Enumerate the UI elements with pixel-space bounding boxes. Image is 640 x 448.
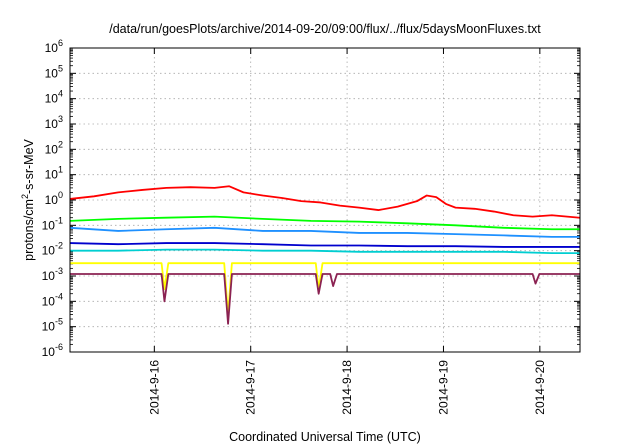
x-tick-label: 2014-9-20 xyxy=(533,360,547,415)
y-tick-label: 103 xyxy=(45,114,63,131)
y-axis-label-part: protons/cm xyxy=(22,199,36,261)
x-tick-label: 2014-9-18 xyxy=(340,360,354,415)
y-tick-label: 106 xyxy=(45,38,63,55)
x-tick-label: 2014-9-16 xyxy=(147,360,161,415)
y-axis-label: protons/cm2-s-sr-MeV xyxy=(20,139,36,261)
series-line xyxy=(69,226,580,238)
y-tick-label: 105 xyxy=(45,63,63,80)
series-line xyxy=(69,185,580,219)
series-line xyxy=(69,242,580,248)
y-tick-label: 10-5 xyxy=(42,317,63,334)
y-tick-label: 10-3 xyxy=(42,266,63,283)
plot-frame xyxy=(69,47,581,353)
y-tick-label: 10-6 xyxy=(42,342,63,359)
y-tick-label: 10-2 xyxy=(42,241,63,258)
y-axis-label-part: -s-sr-MeV xyxy=(22,139,36,194)
x-tick-label: 2014-9-17 xyxy=(244,360,258,415)
series-line xyxy=(69,215,580,231)
y-tick-label: 10-4 xyxy=(42,291,63,308)
x-axis-label: Coordinated Universal Time (UTC) xyxy=(229,430,421,444)
y-tick-label: 102 xyxy=(45,139,63,156)
series-line xyxy=(70,248,580,255)
series-line xyxy=(70,262,580,316)
y-axis-label-exponent: 2 xyxy=(20,194,30,200)
chart-title: /data/run/goesPlots/archive/2014-09-20/0… xyxy=(109,22,541,36)
y-tick-label: 100 xyxy=(45,190,63,207)
x-tick-label: 2014-9-19 xyxy=(436,360,450,415)
series-line xyxy=(70,273,580,325)
y-tick-label: 104 xyxy=(45,89,63,106)
y-tick-label: 101 xyxy=(45,165,63,182)
y-tick-label: 10-1 xyxy=(42,215,63,232)
